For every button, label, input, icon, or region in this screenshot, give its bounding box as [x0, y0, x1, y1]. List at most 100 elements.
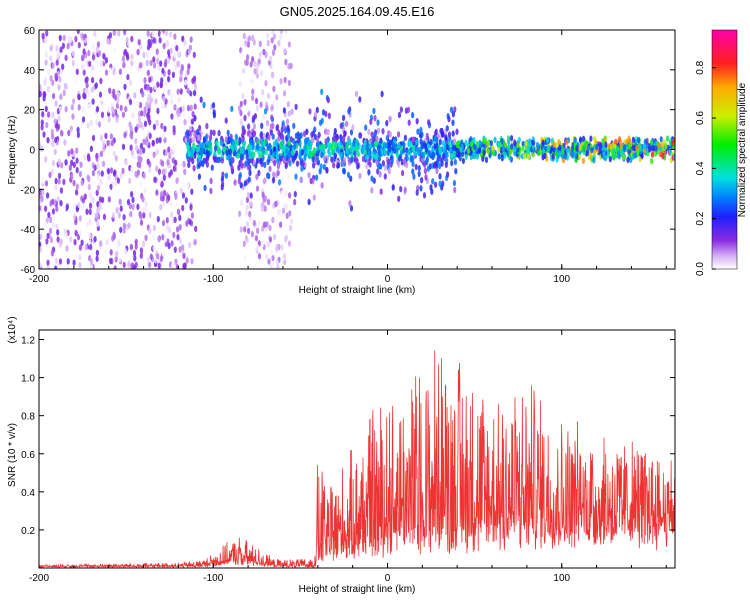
spectrogram-cell	[70, 104, 74, 111]
spectrogram-cell	[49, 55, 53, 62]
spectrogram-cell	[268, 165, 272, 172]
spectrogram-cell	[161, 234, 165, 241]
spectrogram-cell	[100, 111, 105, 119]
spectrogram-cell	[73, 239, 77, 246]
spectrogram-cell	[113, 46, 117, 54]
spectrogram-cell	[376, 119, 380, 126]
spectrogram-cell	[339, 134, 343, 141]
spectrogram-cell	[363, 148, 367, 156]
spectrogram-cell	[209, 129, 213, 136]
spectrogram-cell	[190, 212, 194, 219]
spectrogram-cell	[142, 138, 146, 145]
spectrogram-cell	[367, 128, 371, 136]
spectrogram-cell	[172, 231, 176, 239]
spectrogram-cell	[409, 140, 413, 148]
spectrogram-cell	[132, 265, 136, 269]
spectrogram-cell	[208, 139, 212, 146]
spectrogram-cell	[555, 156, 559, 163]
spectrogram-cell	[453, 106, 457, 113]
spectrogram-cell	[300, 165, 304, 172]
spectrogram-cell	[148, 227, 152, 235]
spectrogram-cell	[176, 208, 181, 216]
spectrogram-cell	[530, 139, 535, 146]
spectrogram-cell	[96, 162, 100, 170]
spectrogram-cell	[184, 79, 188, 86]
spectrogram-cell	[402, 146, 406, 154]
spectrogram-cell	[94, 82, 98, 89]
spectrogram-cell	[157, 64, 161, 71]
spectrogram-cell	[44, 156, 48, 163]
spectrogram-cell	[186, 104, 191, 112]
spectrogram-cell	[558, 151, 562, 158]
spectrogram-cell	[506, 135, 511, 142]
spectrogram-cell	[190, 188, 194, 195]
spectrogram-cell	[78, 215, 82, 222]
spectrogram-cell	[105, 239, 109, 246]
spectrogram-cell	[85, 208, 89, 215]
spectrogram-cell	[262, 148, 266, 156]
spectrogram-cell	[524, 140, 528, 147]
spectrogram-cell	[445, 125, 449, 132]
spectrogram-cell	[604, 141, 608, 148]
spectrogram-cell	[303, 144, 307, 151]
spectrogram-cell	[243, 114, 247, 122]
spectrogram-cell	[139, 213, 143, 220]
spectrogram-cell	[376, 127, 381, 134]
spectrogram-cell	[172, 165, 176, 172]
spectrogram-cell	[122, 261, 126, 269]
spectrogram-cell	[513, 139, 517, 146]
spectrogram-cell	[117, 91, 121, 99]
spectrogram-cell	[438, 138, 442, 146]
spectrogram-cell	[75, 166, 79, 174]
spectrogram-cell	[271, 71, 275, 79]
spectrogram-cell	[225, 149, 229, 156]
spectrogram-cell	[224, 117, 228, 124]
spectrogram-cell	[336, 162, 341, 169]
spectrogram-cell	[259, 132, 263, 139]
spectrogram-cell	[267, 143, 271, 150]
spectrogram-cell	[142, 212, 146, 219]
x-tick-label: 100	[553, 274, 570, 285]
spectrogram-cell	[284, 30, 288, 34]
spectrogram-cell	[71, 113, 75, 120]
spectrogram-cell	[381, 128, 385, 135]
spectrogram-cell	[527, 153, 531, 160]
spectrogram-cell	[129, 125, 133, 132]
spectrogram-cell	[97, 121, 102, 128]
spectrogram-cell	[123, 131, 127, 139]
spectrogram-cell	[164, 98, 168, 105]
spectrogram-cell	[241, 50, 245, 57]
spectrogram-cell	[161, 67, 165, 75]
spectrogram-cell	[166, 180, 170, 188]
spectrogram-cell	[98, 204, 102, 211]
spectrogram-cell	[162, 174, 166, 181]
spectrogram-cell	[163, 125, 167, 132]
spectrogram-cell	[197, 173, 201, 180]
spectrogram-cell	[283, 76, 287, 84]
spectrogram-cell	[84, 77, 88, 84]
spectrogram-cell	[75, 147, 79, 154]
spectrogram-cell	[67, 150, 71, 157]
spectrogram-cell	[626, 156, 630, 164]
spectrogram-cell	[287, 140, 291, 147]
spectrogram-cell	[248, 169, 252, 177]
spectrogram-cell	[69, 236, 73, 243]
spectrogram-cell	[167, 57, 171, 65]
spectrogram-cell	[44, 221, 48, 229]
spectrogram-cell	[445, 144, 449, 151]
spectrogram-cell	[106, 139, 110, 147]
spectrogram-cell	[89, 119, 93, 127]
spectrogram-cell	[71, 60, 75, 67]
spectrogram-cell	[303, 152, 307, 159]
spectrogram-cell	[293, 190, 297, 198]
spectrogram-cell	[434, 128, 438, 135]
spectrogram-cell	[44, 77, 48, 84]
spectrogram-cell	[271, 216, 275, 224]
spectrogram-cell	[446, 171, 450, 178]
spectrogram-cell	[244, 235, 248, 242]
spectrogram-cell	[371, 152, 375, 159]
spectrogram-cell	[275, 260, 280, 267]
spectrogram-cell	[179, 69, 183, 76]
spectrogram-cell	[205, 149, 209, 156]
spectrogram-cell	[169, 200, 173, 207]
